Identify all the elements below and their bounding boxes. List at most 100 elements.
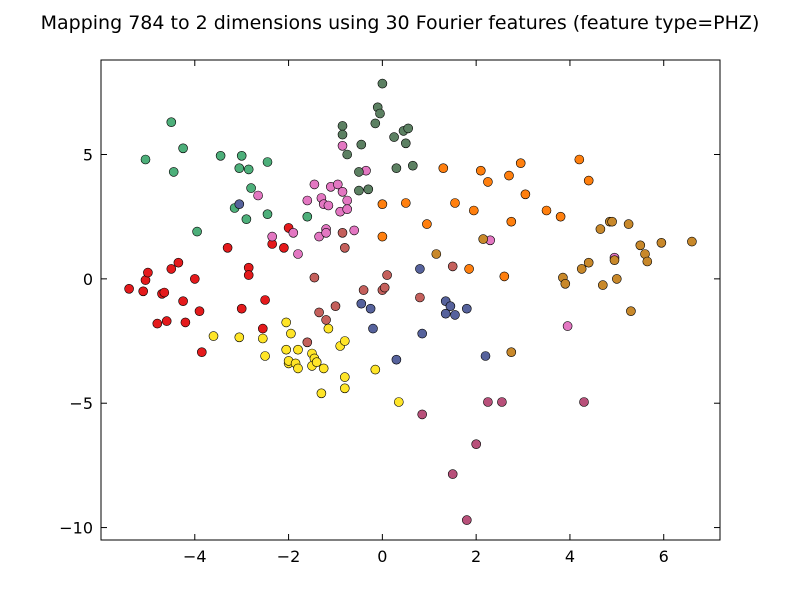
data-point <box>339 372 350 382</box>
y-tick-label: −5 <box>69 394 93 413</box>
data-point <box>342 204 353 214</box>
data-point <box>468 205 479 216</box>
data-point <box>483 177 493 187</box>
data-point <box>166 264 177 274</box>
x-tick-label: −2 <box>277 547 301 566</box>
data-point <box>375 108 385 119</box>
data-point <box>330 301 341 312</box>
data-point <box>623 219 634 229</box>
data-point <box>302 211 313 222</box>
y-tick-label: −10 <box>59 519 93 538</box>
data-point <box>403 123 414 134</box>
data-point <box>314 307 324 318</box>
data-point <box>471 439 482 450</box>
data-point <box>382 270 392 280</box>
data-point <box>370 118 381 129</box>
data-point <box>642 256 653 267</box>
data-point <box>478 234 489 244</box>
data-point <box>337 129 348 140</box>
data-point <box>635 240 646 251</box>
data-point <box>356 139 367 150</box>
data-point <box>377 199 388 209</box>
data-point <box>447 469 458 479</box>
data-point <box>339 243 350 253</box>
data-point <box>267 231 278 242</box>
data-point <box>337 228 348 238</box>
data-point <box>323 200 334 211</box>
data-point <box>391 163 402 173</box>
data-point <box>579 397 589 407</box>
data-point <box>356 298 367 309</box>
data-point <box>173 257 184 268</box>
data-point <box>504 170 514 181</box>
data-point <box>178 296 188 307</box>
data-point <box>574 154 585 165</box>
data-point <box>597 280 608 290</box>
data-point <box>506 216 517 227</box>
data-point <box>286 328 296 339</box>
data-point <box>243 164 254 175</box>
data-point <box>445 301 456 312</box>
data-point <box>607 216 617 227</box>
data-point <box>236 151 247 161</box>
axis-ticks: −4 −2 0 2 4 6 5 0 −5 −10 <box>59 60 720 566</box>
data-point <box>400 198 411 208</box>
data-point <box>438 163 449 173</box>
data-point <box>234 163 245 173</box>
data-point <box>339 383 350 394</box>
data-point <box>656 238 667 248</box>
data-point <box>342 149 353 160</box>
data-point <box>208 331 219 341</box>
data-point <box>415 292 425 303</box>
data-point <box>241 214 252 224</box>
plot-frame <box>100 59 721 541</box>
data-point <box>159 287 170 298</box>
data-point <box>293 344 303 355</box>
data-point <box>279 243 289 253</box>
x-tick-label: 0 <box>377 547 387 566</box>
data-point <box>143 267 153 278</box>
data-point <box>576 264 587 274</box>
data-point <box>253 190 263 201</box>
y-tick-label: 5 <box>83 146 93 165</box>
data-point <box>555 211 566 222</box>
data-point <box>611 274 622 284</box>
data-point <box>323 323 334 334</box>
data-point <box>365 303 376 314</box>
data-point <box>541 205 552 216</box>
data-point <box>461 515 472 525</box>
data-point <box>302 195 313 206</box>
data-point <box>234 332 245 343</box>
x-tick-label: 4 <box>565 547 575 566</box>
data-point <box>260 295 270 305</box>
data-point <box>316 388 327 399</box>
data-point <box>354 185 364 196</box>
data-point <box>417 328 428 339</box>
data-point <box>583 257 594 268</box>
data-point <box>440 308 451 319</box>
x-tick-label: 6 <box>659 547 669 566</box>
data-point <box>407 160 418 171</box>
data-point <box>480 351 491 361</box>
data-point <box>168 167 179 177</box>
data-point <box>400 138 411 149</box>
data-point <box>197 347 207 358</box>
data-point <box>321 228 331 238</box>
data-point <box>464 264 474 274</box>
data-point <box>257 333 268 344</box>
data-point <box>687 236 697 247</box>
data-point <box>520 189 531 200</box>
data-point <box>506 347 517 358</box>
data-point <box>342 195 353 206</box>
data-point <box>318 363 329 374</box>
data-point <box>447 261 458 272</box>
data-point <box>138 286 148 297</box>
data-point <box>354 167 364 177</box>
data-point <box>475 165 486 176</box>
data-point <box>379 282 390 293</box>
data-point <box>234 199 245 209</box>
data-point <box>140 154 151 165</box>
data-point <box>192 226 202 237</box>
data-point <box>450 198 460 208</box>
